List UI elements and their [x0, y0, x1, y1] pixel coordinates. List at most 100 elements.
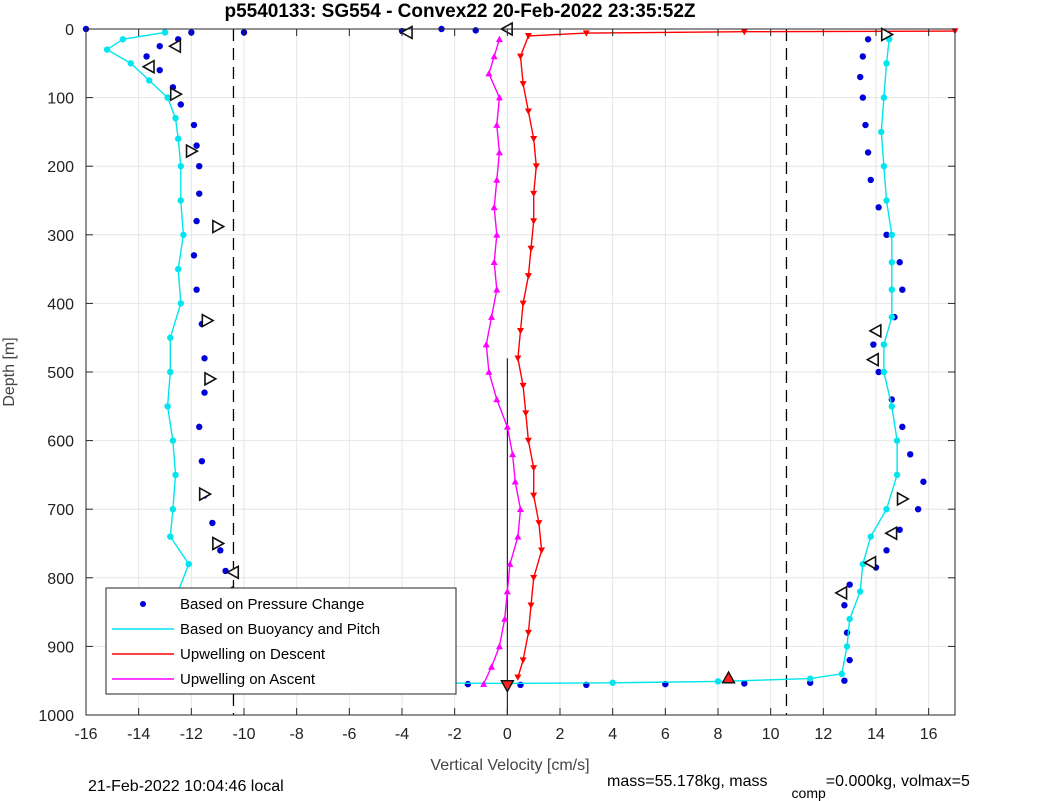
data-point — [169, 506, 177, 513]
data-point — [875, 368, 882, 376]
data-point — [841, 602, 848, 609]
data-point — [177, 300, 184, 307]
data-point — [177, 101, 184, 108]
direction-marker — [198, 486, 213, 502]
data-point — [880, 94, 888, 101]
x-tick-label: 6 — [661, 726, 670, 743]
data-point — [506, 560, 514, 567]
data-point — [857, 588, 864, 595]
data-point — [527, 602, 535, 609]
mass-footer: mass=55.178kg, mass comp=0.000kg, volmax=… — [607, 773, 970, 801]
local-time-footer: 21-Feb-2022 10:04:46 local — [88, 778, 284, 795]
data-point — [509, 450, 517, 458]
data-point — [503, 588, 511, 595]
direction-marker — [169, 86, 184, 102]
data-point — [488, 663, 496, 670]
series-line — [482, 39, 522, 685]
data-point — [493, 121, 501, 128]
data-point — [535, 520, 543, 527]
direction-marker — [863, 555, 877, 571]
x-axis-ticks: -16 -14 -12 -10 -8 -6 -4 -2 0 2 4 6 8 10 12 14 16 — [74, 29, 938, 743]
x-tick-label: -14 — [127, 726, 150, 743]
data-point — [888, 286, 895, 293]
legend-swatch — [140, 601, 146, 607]
data-point — [530, 492, 538, 499]
data-point — [196, 423, 203, 431]
series-group — [514, 28, 959, 681]
data-point — [841, 677, 848, 684]
data-point — [864, 149, 872, 156]
data-point — [514, 533, 522, 540]
data-point — [501, 615, 509, 622]
y-tick-label: 0 — [65, 22, 74, 39]
legend: Based on Pressure Change Based on Buoyanc… — [105, 587, 457, 695]
data-point — [519, 81, 527, 88]
y-tick-label: 1000 — [38, 708, 74, 725]
data-point — [177, 197, 184, 204]
data-point — [883, 60, 890, 67]
comp-text: =0.000kg, volmax=5 — [826, 773, 970, 790]
data-point — [519, 300, 527, 307]
data-point — [482, 341, 490, 348]
data-point — [883, 231, 890, 238]
data-point — [472, 27, 479, 34]
data-point — [862, 121, 869, 129]
x-tick-label: -12 — [180, 726, 203, 743]
data-point — [174, 265, 182, 273]
direction-marker — [167, 38, 182, 54]
data-point — [127, 60, 134, 67]
data-point — [524, 108, 532, 115]
y-tick-label: 200 — [47, 159, 74, 176]
data-point — [169, 437, 177, 444]
direction-marker — [880, 27, 895, 42]
data-point — [164, 94, 171, 101]
direction-marker — [834, 585, 848, 601]
data-point — [185, 560, 192, 568]
direction-marker — [884, 525, 898, 541]
data-point — [524, 629, 532, 637]
data-point — [878, 128, 885, 136]
direction-marker — [225, 564, 240, 580]
direction-marker — [141, 59, 155, 75]
direction-marker — [212, 219, 226, 234]
data-point — [511, 478, 519, 485]
data-point — [864, 36, 872, 43]
direction-marker — [204, 371, 218, 387]
direction-marker — [201, 313, 215, 328]
data-point — [907, 451, 914, 458]
data-point — [867, 533, 874, 540]
data-point — [875, 204, 882, 211]
data-point — [485, 368, 493, 375]
x-tick-label: 10 — [762, 726, 780, 743]
data-point — [870, 341, 877, 348]
data-point — [838, 670, 845, 678]
data-point — [488, 313, 496, 320]
data-point — [198, 457, 206, 465]
series-group — [480, 35, 524, 687]
data-point — [167, 334, 174, 341]
data-point — [880, 163, 888, 170]
data-point — [883, 547, 890, 554]
data-point — [899, 423, 906, 431]
data-point — [172, 471, 179, 479]
data-point — [146, 77, 153, 84]
comp-subscript: comp — [792, 785, 826, 801]
y-axis-label: Depth [m] — [1, 337, 18, 406]
data-point — [914, 506, 922, 513]
data-point — [530, 218, 538, 225]
data-point — [217, 547, 224, 554]
data-point — [888, 231, 895, 238]
x-axis-label: Vertical Velocity [cm/s] — [430, 757, 589, 774]
data-point — [196, 163, 203, 170]
x-tick-label: 8 — [714, 726, 723, 743]
data-point — [514, 355, 522, 362]
direction-marker — [868, 323, 882, 339]
data-point — [714, 678, 722, 685]
data-point — [119, 36, 127, 43]
y-axis-ticks: 0 100 200 300 400 500 600 700 800 900 1000 — [38, 22, 955, 725]
data-point — [888, 403, 895, 410]
legend-label: Based on Pressure Change — [180, 596, 364, 613]
data-point — [490, 258, 498, 266]
y-tick-label: 700 — [47, 502, 74, 519]
data-point — [846, 656, 853, 664]
